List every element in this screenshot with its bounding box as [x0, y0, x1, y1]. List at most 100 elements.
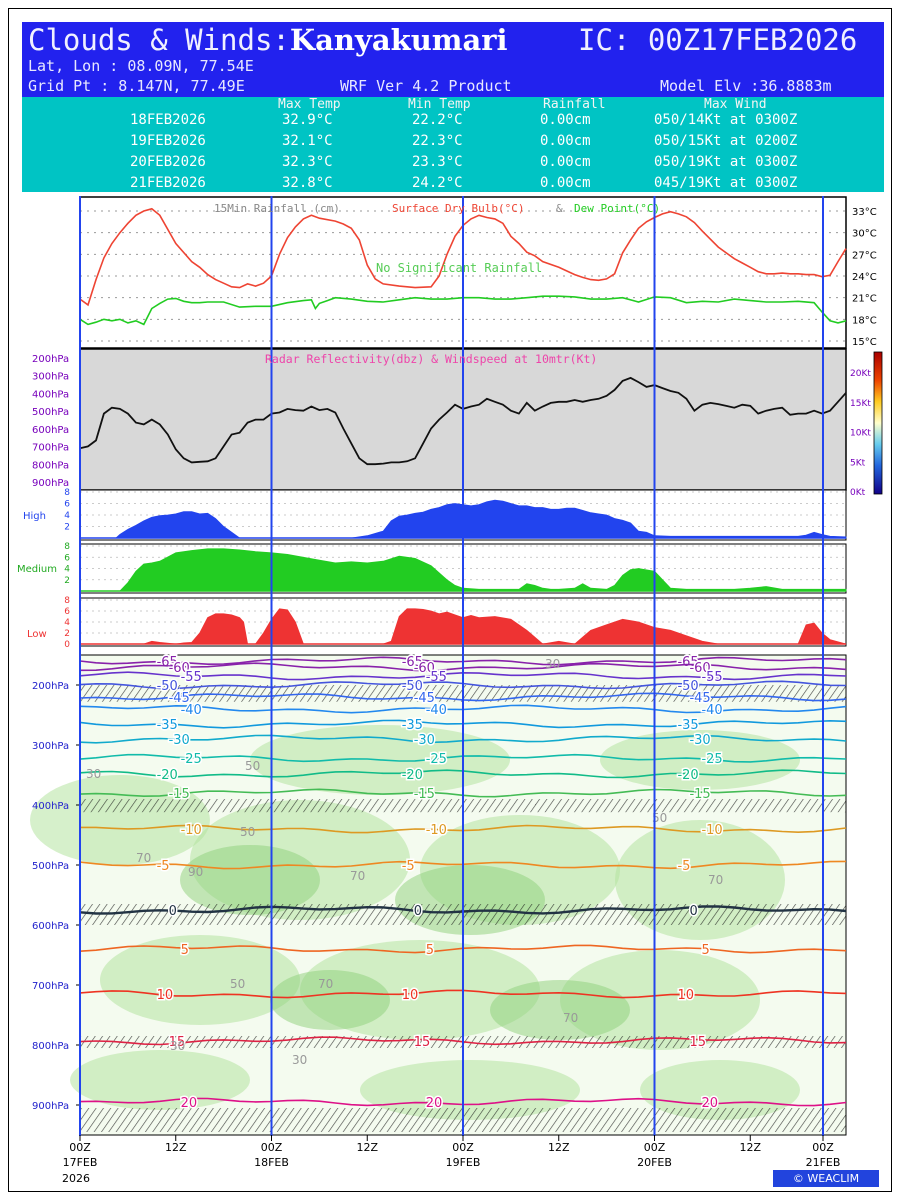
contour-label: -10 [181, 823, 202, 838]
humidity-label: 30 [545, 657, 560, 671]
time-axis: 00Z 12Z 00Z 12Z 00Z 12Z 00Z 12Z 00Z 17FEB 18FEB 19F… [63, 1135, 840, 1169]
low-ytick-label: 6 [64, 607, 70, 617]
x-date-label: 19FEB [446, 1156, 481, 1169]
radar-ytick-left: 900hPa [32, 478, 69, 489]
humidity-shading [180, 845, 320, 915]
contour-label: -20 [157, 768, 178, 783]
contour-label: -30 [169, 733, 190, 748]
surface-panel: 33°C 30°C 27°C 24°C 21°C 18°C 15°C [79, 207, 877, 348]
row-max: 32.1°C [282, 133, 333, 149]
humidity-label: 70 [136, 851, 151, 865]
pressure-tick-label: 400hPa [32, 801, 69, 812]
contour-label: 15 [414, 1035, 431, 1050]
contour-label: 10 [677, 988, 694, 1003]
radar-ytick-right: 20Kt [850, 369, 871, 379]
contour-label: 10 [157, 988, 174, 1003]
humidity-label: 70 [350, 869, 365, 883]
pressure-tick-label: 900hPa [32, 1101, 69, 1112]
radar-ytick-left: 500hPa [32, 407, 69, 418]
contour-label: 20 [181, 1096, 198, 1111]
daily-stats-panel: Max Temp Min Temp Rainfall Max Wind 18FE… [22, 97, 884, 192]
x-year-label: 2026 [62, 1172, 90, 1185]
humidity-label: 50 [240, 825, 255, 839]
col-max-temp: Max Temp [278, 97, 341, 112]
product-name: WRF Ver 4.2 Product [340, 77, 512, 95]
windspeed-color-scale [873, 351, 883, 495]
low-cloud-label: Low [27, 629, 47, 640]
row-max: 32.8°C [282, 175, 333, 191]
contour-label: 15 [169, 1035, 186, 1050]
row-date: 21FEB2026 [130, 175, 206, 191]
x-tick-label: 00Z [261, 1141, 283, 1154]
row-date: 19FEB2026 [130, 133, 206, 149]
pressure-tick-label: 600hPa [32, 921, 69, 932]
contour-label: -55 [701, 670, 722, 685]
contour-label: -30 [414, 733, 435, 748]
x-tick-label: 00Z [812, 1141, 834, 1154]
humidity-label: 70 [318, 977, 333, 991]
radar-ytick-right: 0Kt [850, 488, 866, 498]
contour-label: -45 [689, 691, 710, 706]
contour-label: -10 [701, 823, 722, 838]
low-ytick-label: 2 [64, 629, 70, 639]
surface-ytick-label: 24°C [852, 272, 877, 283]
radar-ytick-left: 300hPa [32, 372, 69, 383]
page-frame [8, 8, 892, 1192]
surface-ytick-label: 33°C [852, 207, 877, 218]
contour-label: 20 [426, 1096, 443, 1111]
contour-label: 0 [414, 904, 422, 919]
contour-label: -65 [677, 655, 698, 670]
medium-ytick-label: 6 [64, 553, 70, 563]
row-date: 20FEB2026 [130, 154, 206, 170]
row-min: 22.3°C [412, 133, 463, 149]
contour-label: -40 [181, 703, 202, 718]
humidity-shading [360, 1060, 580, 1120]
model-elevation: Model Elv :36.8883m [660, 77, 832, 95]
medium-ytick-label: 2 [64, 576, 70, 586]
row-min: 23.3°C [412, 154, 463, 170]
humidity-shading [30, 775, 210, 865]
contour-label: -10 [426, 823, 447, 838]
surface-ytick-label: 30°C [852, 229, 877, 240]
contour-label: -25 [181, 752, 202, 767]
low-ytick-label: 4 [64, 618, 70, 628]
humidity-label: 50 [652, 811, 667, 825]
humidity-label: 70 [708, 873, 723, 887]
day-separators [79, 196, 824, 1136]
humidity-shading [490, 980, 630, 1040]
weaclim-logo: © WEACLIM [773, 1170, 879, 1187]
row-min: 24.2°C [412, 175, 463, 191]
x-date-label: 18FEB [254, 1156, 289, 1169]
row-min: 22.2°C [412, 112, 463, 128]
radar-ytick-right: 5Kt [850, 458, 866, 468]
title-prefix: Clouds & Winds: [28, 23, 290, 57]
contour-label: 5 [701, 943, 709, 958]
contour-label: -35 [402, 718, 423, 733]
chart-title: Clouds & Winds:Kanyakumari [28, 24, 508, 56]
pressure-tick-label: 300hPa [32, 741, 69, 752]
legend-ampersand: & [556, 202, 563, 215]
copyright-icon: © [792, 1172, 808, 1185]
x-date-label: 17FEB [63, 1156, 98, 1169]
contour-label: -15 [414, 787, 435, 802]
pressure-tick-label: 200hPa [32, 681, 69, 692]
contour-label: -45 [169, 691, 190, 706]
pressure-tick-label: 800hPa [32, 1041, 69, 1052]
row-rain: 0.00cm [540, 175, 591, 191]
contour-label: -65 [402, 655, 423, 670]
low-ytick-label: 8 [64, 596, 70, 606]
row-rain: 0.00cm [540, 112, 591, 128]
contour-label: -15 [169, 787, 190, 802]
medium-ytick-label: 4 [64, 565, 70, 575]
pressure-tick-label: 700hPa [32, 981, 69, 992]
contour-label: 0 [169, 904, 177, 919]
row-max: 32.3°C [282, 154, 333, 170]
logo-text: WEACLIM [807, 1172, 860, 1185]
no-rain-note: No Significant Rainfall [376, 261, 542, 275]
contour-label: -25 [426, 752, 447, 767]
x-tick-label: 12Z [356, 1141, 378, 1154]
row-wind: 050/14Kt at 0300Z [654, 112, 798, 128]
humidity-label: 30 [292, 1053, 307, 1067]
radar-ytick-left: 600hPa [32, 425, 69, 436]
x-date-label: 20FEB [637, 1156, 672, 1169]
